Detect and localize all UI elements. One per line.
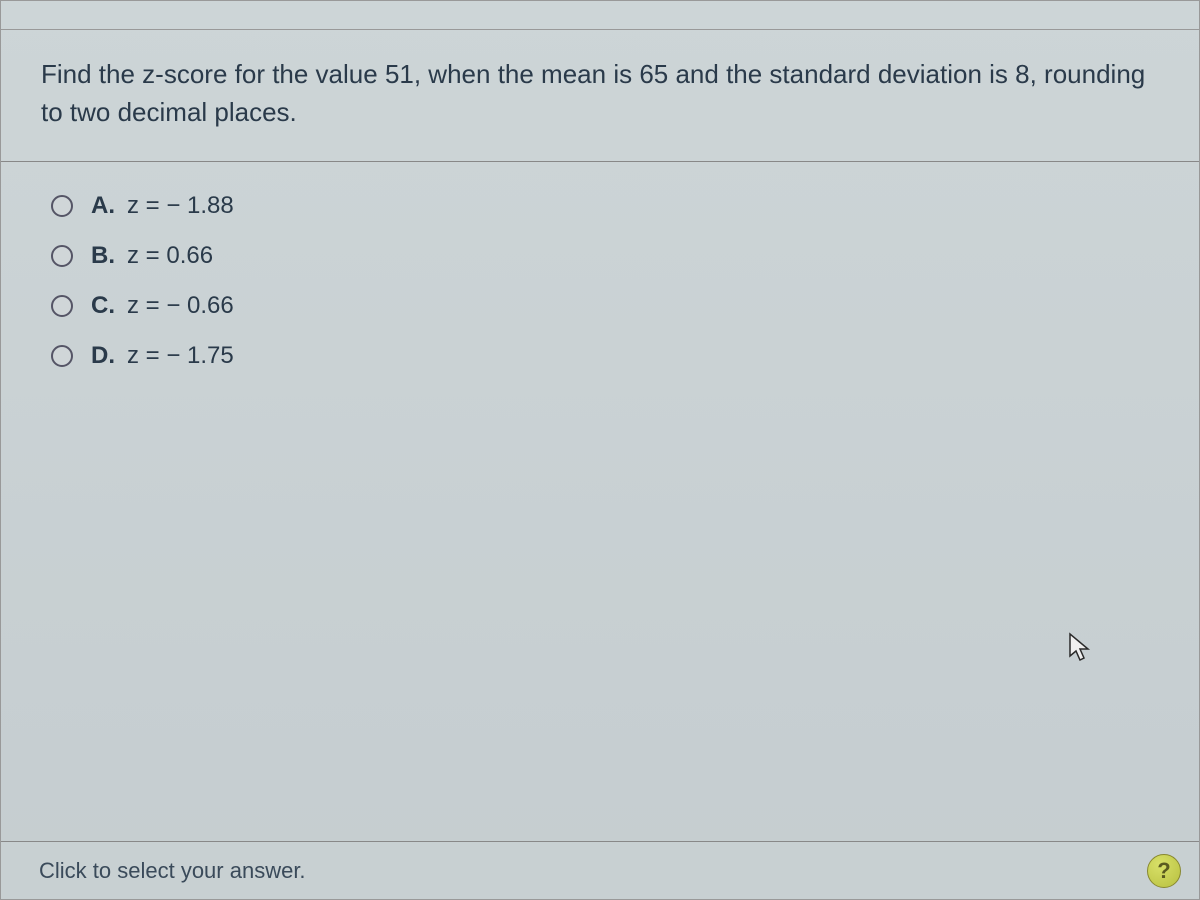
option-label: D.z = − 1.75 xyxy=(91,342,234,370)
radio-icon[interactable] xyxy=(51,295,73,317)
top-divider xyxy=(1,29,1199,30)
option-label: C.z = − 0.66 xyxy=(91,292,234,320)
footer-bar: Click to select your answer. ? xyxy=(1,841,1199,899)
help-button[interactable]: ? xyxy=(1147,854,1181,888)
option-c[interactable]: C.z = − 0.66 xyxy=(51,292,1149,320)
quiz-panel: Find the z-score for the value 51, when … xyxy=(0,0,1200,900)
option-label: A.z = − 1.88 xyxy=(91,192,234,220)
option-b[interactable]: B.z = 0.66 xyxy=(51,242,1149,270)
radio-icon[interactable] xyxy=(51,345,73,367)
options-list: A.z = − 1.88 B.z = 0.66 C.z = − 0.66 D.z… xyxy=(1,162,1199,422)
option-d[interactable]: D.z = − 1.75 xyxy=(51,342,1149,370)
option-label: B.z = 0.66 xyxy=(91,242,213,270)
option-a[interactable]: A.z = − 1.88 xyxy=(51,192,1149,220)
help-icon: ? xyxy=(1157,858,1170,884)
footer-prompt: Click to select your answer. xyxy=(39,858,306,884)
radio-icon[interactable] xyxy=(51,245,73,267)
radio-icon[interactable] xyxy=(51,195,73,217)
question-section: Find the z-score for the value 51, when … xyxy=(1,1,1199,162)
cursor-icon xyxy=(1066,632,1094,669)
question-text: Find the z-score for the value 51, when … xyxy=(41,56,1159,131)
